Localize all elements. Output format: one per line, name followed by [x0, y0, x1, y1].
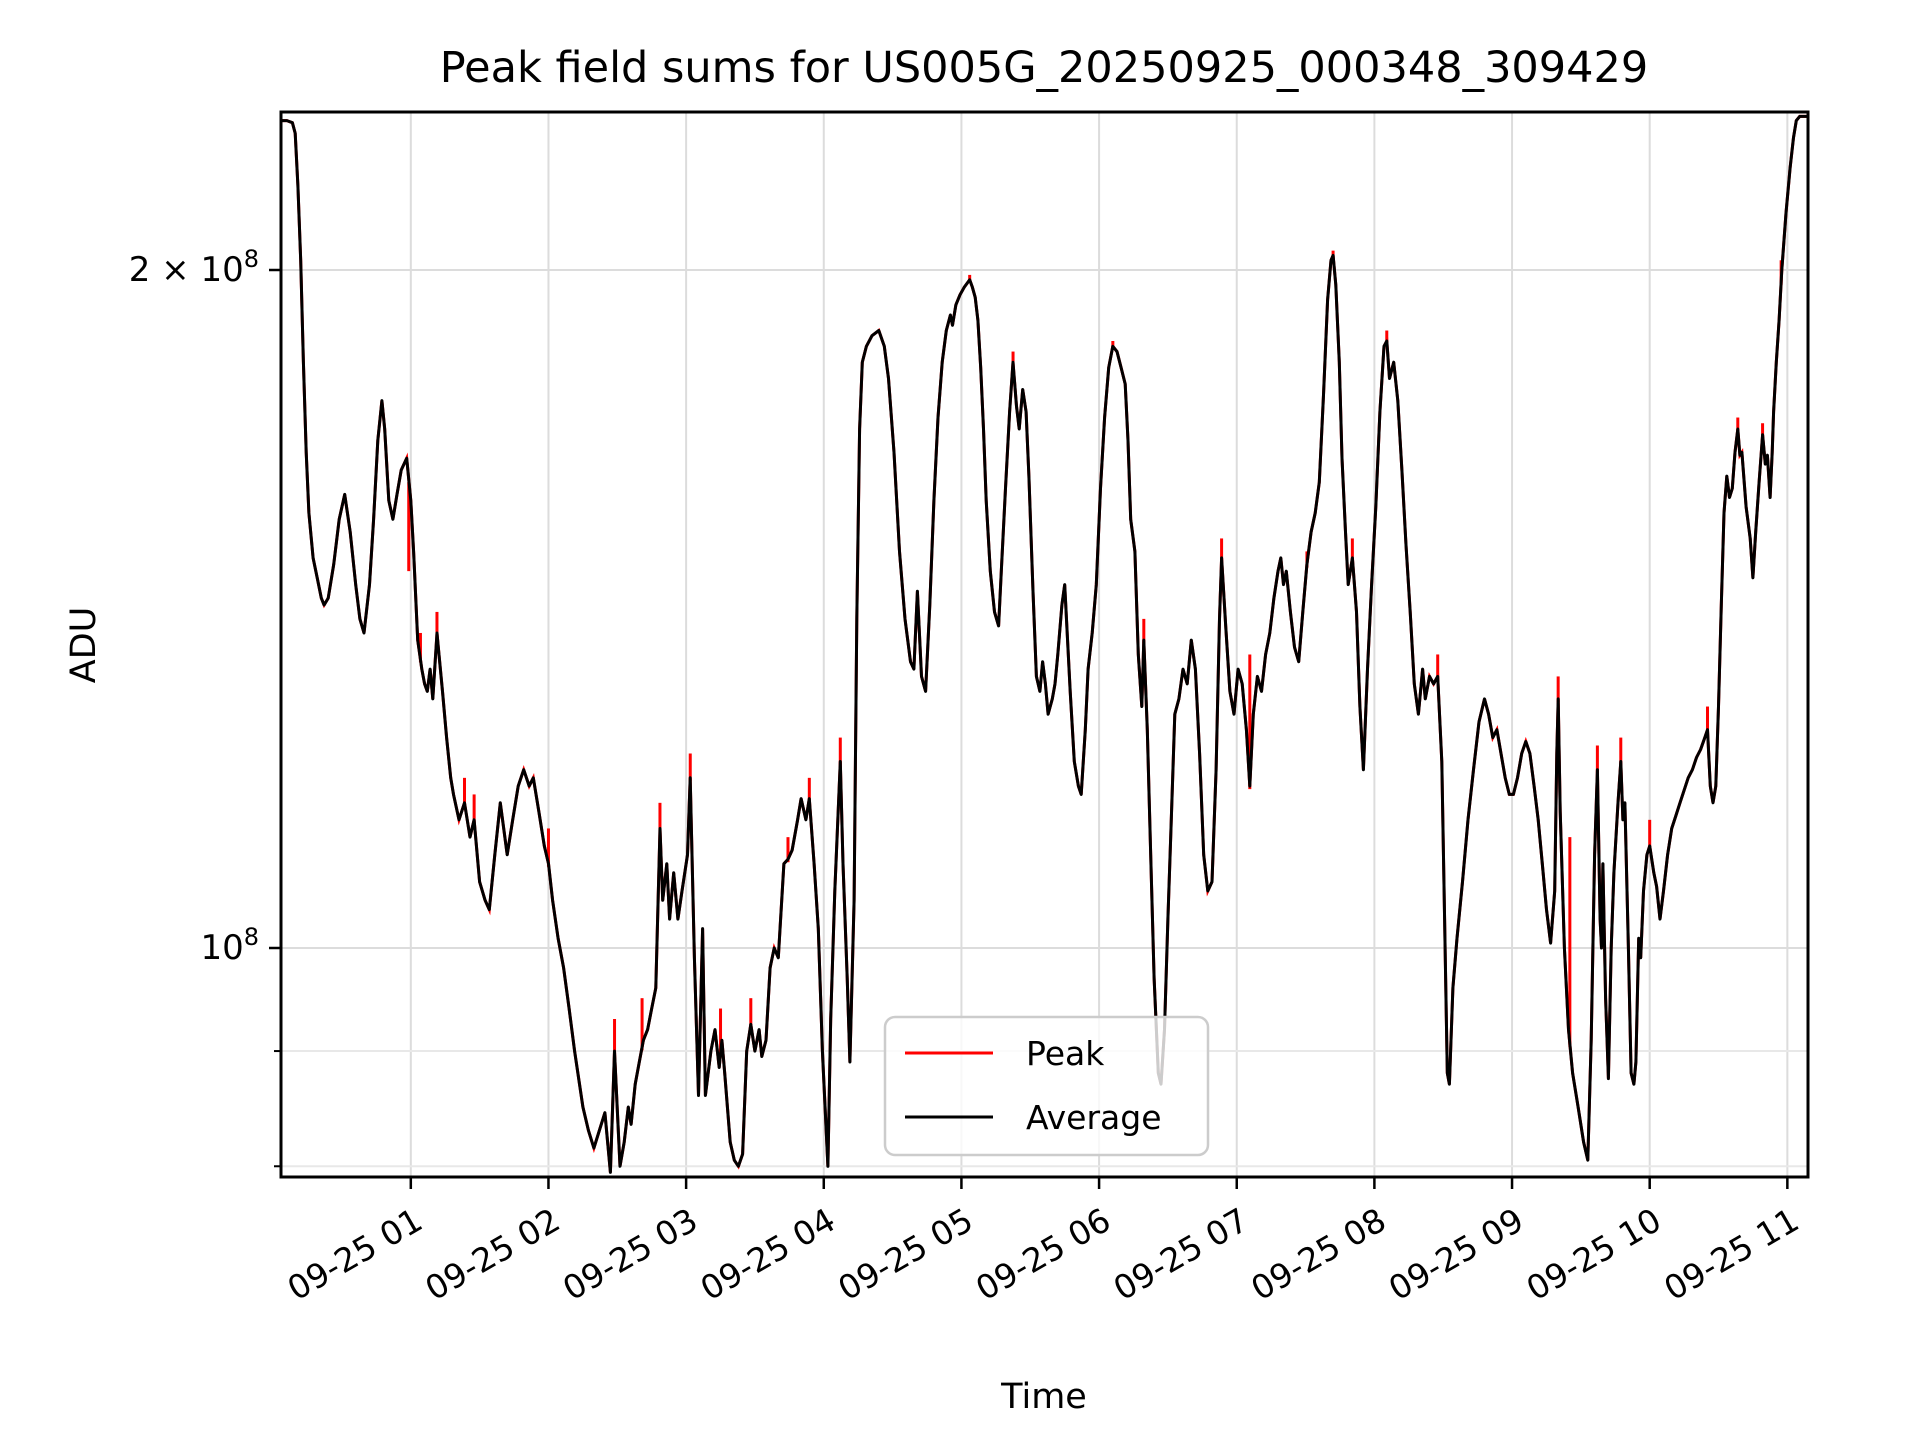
- x-tick-label: 09-25 08: [1244, 1200, 1392, 1308]
- plot-border: [279, 110, 1810, 1179]
- x-tick-label: 09-25 01: [281, 1200, 429, 1308]
- average-line: [281, 114, 1808, 1174]
- legend: Peak Average: [883, 1015, 1210, 1157]
- x-tick-label: 09-25 02: [418, 1200, 566, 1308]
- y-axis-label: ADU: [64, 607, 104, 684]
- series: [281, 114, 1808, 1174]
- x-tick-label: 09-25 05: [831, 1200, 979, 1308]
- legend-label-average: Average: [1026, 1098, 1162, 1137]
- axis-ticks: [269, 268, 1789, 1189]
- y-tick-label: 108: [200, 923, 259, 968]
- x-tick-label: 09-25 07: [1107, 1200, 1255, 1308]
- axes-spines: [279, 110, 1810, 1179]
- chart-title: Peak field sums for US005G_20250925_0003…: [440, 43, 1648, 93]
- legend-label-peak: Peak: [1026, 1034, 1105, 1073]
- x-tick-label: 09-25 04: [694, 1200, 842, 1308]
- x-tick-label: 09-25 11: [1657, 1200, 1805, 1308]
- x-tick-label: 09-25 10: [1520, 1200, 1668, 1308]
- x-tick-label: 09-25 09: [1382, 1200, 1530, 1308]
- y-tick-label: 2 × 108: [129, 245, 259, 290]
- x-axis-label: Time: [1000, 1377, 1087, 1417]
- x-tick-label: 09-25 03: [556, 1200, 704, 1308]
- peak-line: [281, 114, 1808, 1173]
- x-tick-label: 09-25 06: [969, 1200, 1117, 1308]
